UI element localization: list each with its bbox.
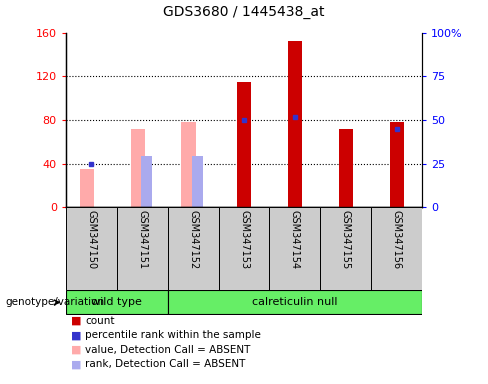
Bar — [168, 207, 219, 290]
Text: wild type: wild type — [91, 297, 142, 308]
Text: value, Detection Call = ABSENT: value, Detection Call = ABSENT — [85, 345, 251, 355]
Text: count: count — [85, 316, 115, 326]
Bar — [339, 129, 353, 207]
Bar — [320, 207, 371, 290]
Bar — [219, 207, 269, 290]
Text: GSM347150: GSM347150 — [86, 210, 96, 269]
Bar — [288, 41, 302, 207]
Bar — [141, 156, 152, 207]
Bar — [192, 156, 203, 207]
Text: GSM347155: GSM347155 — [341, 210, 351, 269]
Text: ■: ■ — [71, 316, 81, 326]
Text: GSM347152: GSM347152 — [188, 210, 198, 269]
Bar — [168, 290, 422, 314]
Text: GDS3680 / 1445438_at: GDS3680 / 1445438_at — [163, 5, 325, 19]
Text: calreticulin null: calreticulin null — [252, 297, 338, 308]
Bar — [269, 207, 320, 290]
Text: ■: ■ — [71, 330, 81, 340]
Text: rank, Detection Call = ABSENT: rank, Detection Call = ABSENT — [85, 359, 246, 369]
Text: GSM347156: GSM347156 — [392, 210, 402, 269]
Text: ■: ■ — [71, 359, 81, 369]
Text: GSM347154: GSM347154 — [290, 210, 300, 269]
Bar — [66, 207, 117, 290]
Bar — [66, 290, 168, 314]
Text: GSM347151: GSM347151 — [137, 210, 147, 269]
Bar — [371, 207, 422, 290]
Bar — [130, 129, 145, 207]
Bar — [182, 122, 196, 207]
Text: GSM347153: GSM347153 — [239, 210, 249, 269]
Text: genotype/variation: genotype/variation — [5, 297, 104, 308]
Bar — [237, 82, 251, 207]
Bar — [80, 169, 94, 207]
Text: ■: ■ — [71, 345, 81, 355]
Bar — [389, 122, 404, 207]
Text: percentile rank within the sample: percentile rank within the sample — [85, 330, 261, 340]
Bar — [117, 207, 168, 290]
